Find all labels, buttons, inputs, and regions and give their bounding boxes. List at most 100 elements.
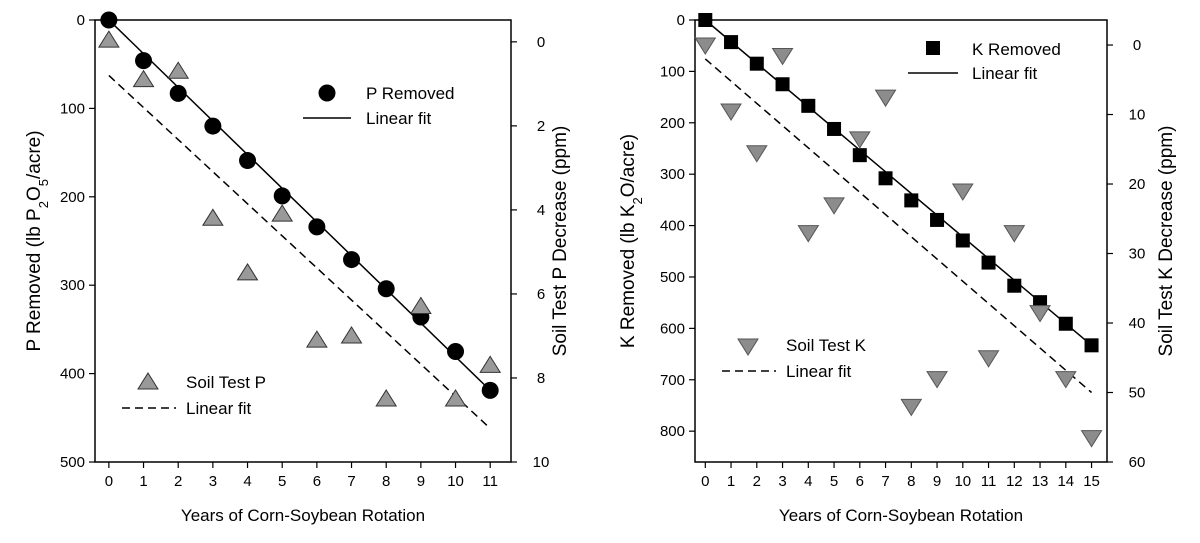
x-tick-label: 9 xyxy=(417,473,425,490)
left-y-tick-label: 200 xyxy=(660,115,685,132)
legend-symbol-circle xyxy=(318,84,336,102)
x-tick-label: 5 xyxy=(830,473,838,490)
x-tick-label: 15 xyxy=(1083,473,1100,490)
legend-label-linear-fit-dashed: Linear fit xyxy=(186,399,251,418)
soil-test-k-point xyxy=(1029,305,1051,323)
k-removed-point xyxy=(878,171,893,186)
x-tick-label: 7 xyxy=(881,473,889,490)
x-tick-label: 2 xyxy=(174,473,182,490)
x-tick-label: 4 xyxy=(804,473,812,490)
left-y-tick-label: 200 xyxy=(60,189,85,206)
left-y-tick-label: 0 xyxy=(77,12,85,29)
p-removed-point xyxy=(377,280,395,298)
x-axis-title: Years of Corn-Soybean Rotation xyxy=(181,506,425,525)
soil-test-p-point xyxy=(479,355,502,373)
plot-frame xyxy=(694,19,1108,463)
x-tick-label: 11 xyxy=(482,473,498,490)
x-tick-label: 3 xyxy=(778,473,786,490)
soil-test-k-point xyxy=(771,47,794,66)
legend-symbol-triangle-down xyxy=(737,338,759,356)
left-y-tick-label: 600 xyxy=(660,320,685,337)
x-tick-label: 12 xyxy=(1006,473,1023,490)
right-y-tick-label: 40 xyxy=(1129,315,1146,332)
right-y-tick-label: 10 xyxy=(1129,107,1146,124)
linear-fit-dashed-line xyxy=(108,74,491,429)
k-removed-point xyxy=(981,255,996,270)
soil-test-p-point xyxy=(97,30,120,48)
k-removed-point xyxy=(698,13,713,27)
p-removed-point xyxy=(169,84,187,102)
legend-label-k-removed: K Removed xyxy=(972,40,1061,59)
right-y-tick-label: 6 xyxy=(537,286,545,303)
soil-test-k-point xyxy=(848,131,871,149)
k-removed-point xyxy=(1058,316,1073,331)
k-removed-point xyxy=(749,56,764,71)
right-y-tick-label: 0 xyxy=(1133,37,1141,54)
legend-top: P Removed Linear fit xyxy=(303,84,455,128)
x-tick-label: 2 xyxy=(753,473,761,490)
soil-test-k-point xyxy=(720,103,742,121)
p-removed-point xyxy=(239,152,257,170)
k-removed-point xyxy=(904,193,919,208)
linear-fit-dashed-line xyxy=(704,58,1093,394)
right-y-tick-label: 20 xyxy=(1129,176,1146,193)
k-removed-point xyxy=(930,212,945,227)
linear-fit-solid-line xyxy=(704,19,1093,346)
legend-bottom: Soil Test P Linear fit xyxy=(122,372,266,418)
right-y-tick-label: 60 xyxy=(1129,454,1146,471)
soil-test-p-point xyxy=(132,69,155,88)
soil-test-k-point xyxy=(977,350,1000,368)
soil-test-k-point xyxy=(797,225,820,243)
soil-test-k-point xyxy=(874,89,897,108)
x-tick-label: 5 xyxy=(278,473,286,490)
x-tick-label: 4 xyxy=(243,473,251,490)
x-tick-label: 6 xyxy=(313,473,321,490)
p-removed-point xyxy=(273,187,291,205)
x-tick-label: 10 xyxy=(954,473,971,490)
x-tick-label: 1 xyxy=(727,473,735,490)
soil-test-k-point xyxy=(694,37,717,55)
soil-test-p-point xyxy=(340,326,363,344)
k-removed-point xyxy=(724,35,739,50)
soil-test-p-point xyxy=(271,204,294,222)
x-tick-label: 6 xyxy=(856,473,864,490)
left-y-tick-label: 300 xyxy=(60,277,85,294)
right-y-tick-label: 50 xyxy=(1129,385,1146,402)
p-removed-point xyxy=(308,218,326,236)
potassium-panel: K Removed (lb K2O/acre) Soil Test K Decr… xyxy=(618,12,1177,525)
soil-test-p-point xyxy=(305,330,328,348)
legend-label-linear-fit-solid: Linear fit xyxy=(366,109,431,128)
x-axis-title: Years of Corn-Soybean Rotation xyxy=(779,506,1023,525)
soil-test-k-point xyxy=(1003,225,1026,243)
left-y-tick-label: 400 xyxy=(660,218,685,235)
legend-label-linear-fit-solid: Linear fit xyxy=(972,64,1037,83)
k-removed-point xyxy=(955,233,970,248)
right-y-tick-label: 8 xyxy=(537,370,545,387)
soil-test-k-point xyxy=(745,145,768,163)
soil-test-k-point xyxy=(823,197,845,215)
linear-fit-solid-line xyxy=(108,19,491,391)
legend-symbol-square xyxy=(926,41,940,55)
left-y-tick-label: 800 xyxy=(660,423,685,440)
x-tick-label: 8 xyxy=(382,473,390,490)
x-tick-label: 0 xyxy=(105,473,113,490)
k-removed-point xyxy=(827,121,842,136)
soil-test-p-point xyxy=(236,262,259,281)
legend-label-soil-test-p: Soil Test P xyxy=(186,373,266,392)
k-removed-point xyxy=(801,98,816,113)
soil-test-k-point xyxy=(1054,371,1077,389)
x-tick-label: 8 xyxy=(907,473,915,490)
p-removed-point xyxy=(481,381,499,399)
x-tick-label: 13 xyxy=(1032,473,1049,490)
p-removed-point xyxy=(343,251,361,269)
x-tick-label: 0 xyxy=(701,473,709,490)
x-tick-label: 10 xyxy=(447,473,464,490)
right-y-tick-label: 10 xyxy=(533,454,550,471)
left-y-tick-label: 400 xyxy=(60,366,85,383)
left-y-axis-title: K Removed (lb K2O/acre) xyxy=(618,134,645,348)
left-y-tick-label: 100 xyxy=(60,100,85,117)
k-removed-point xyxy=(1007,278,1022,293)
legend-label-soil-test-k: Soil Test K xyxy=(786,336,867,355)
soil-test-p-point xyxy=(444,389,467,407)
